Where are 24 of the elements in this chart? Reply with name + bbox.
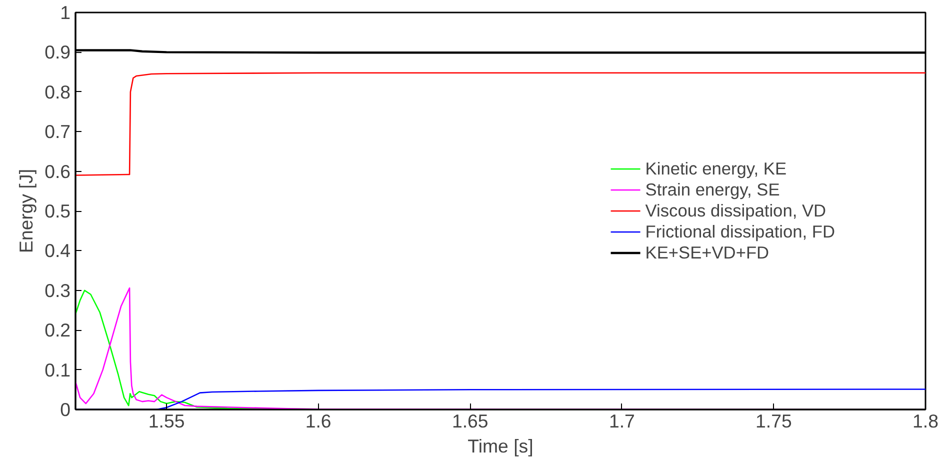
y-tick-label: 0.9 <box>44 42 71 63</box>
x-tick-label: 1.65 <box>452 410 488 432</box>
y-tick-label: 0.7 <box>44 121 71 142</box>
y-tick-label: 0.8 <box>44 81 71 102</box>
legend-label: Kinetic energy, KE <box>645 158 787 179</box>
y-tick-label: 0.5 <box>44 200 71 222</box>
y-tick-label: 1 <box>60 2 71 23</box>
y-tick-label: 0.1 <box>44 359 71 380</box>
legend-label: Viscous dissipation, VD <box>645 200 826 221</box>
y-tick-label: 0.4 <box>44 240 71 262</box>
x-tick-label: 1.6 <box>305 410 332 432</box>
x-tick-label: 1.7 <box>608 410 635 432</box>
x-axis-title: Time [s] <box>468 436 534 456</box>
x-tick-label: 1.8 <box>912 410 938 432</box>
legend-label: KE+SE+VD+FD <box>645 242 770 263</box>
y-tick-label: 0.3 <box>44 280 71 301</box>
x-tick-label: 1.75 <box>756 410 792 432</box>
legend-label: Frictional dissipation, FD <box>645 221 835 242</box>
y-tick-label: 0.6 <box>44 160 71 182</box>
x-tick-label: 1.55 <box>148 410 185 432</box>
legend-label: Strain energy, SE <box>645 179 780 200</box>
y-axis-title: Energy [J] <box>16 168 37 253</box>
y-tick-label: 0 <box>60 399 71 420</box>
y-tick-label: 0.2 <box>44 320 71 341</box>
